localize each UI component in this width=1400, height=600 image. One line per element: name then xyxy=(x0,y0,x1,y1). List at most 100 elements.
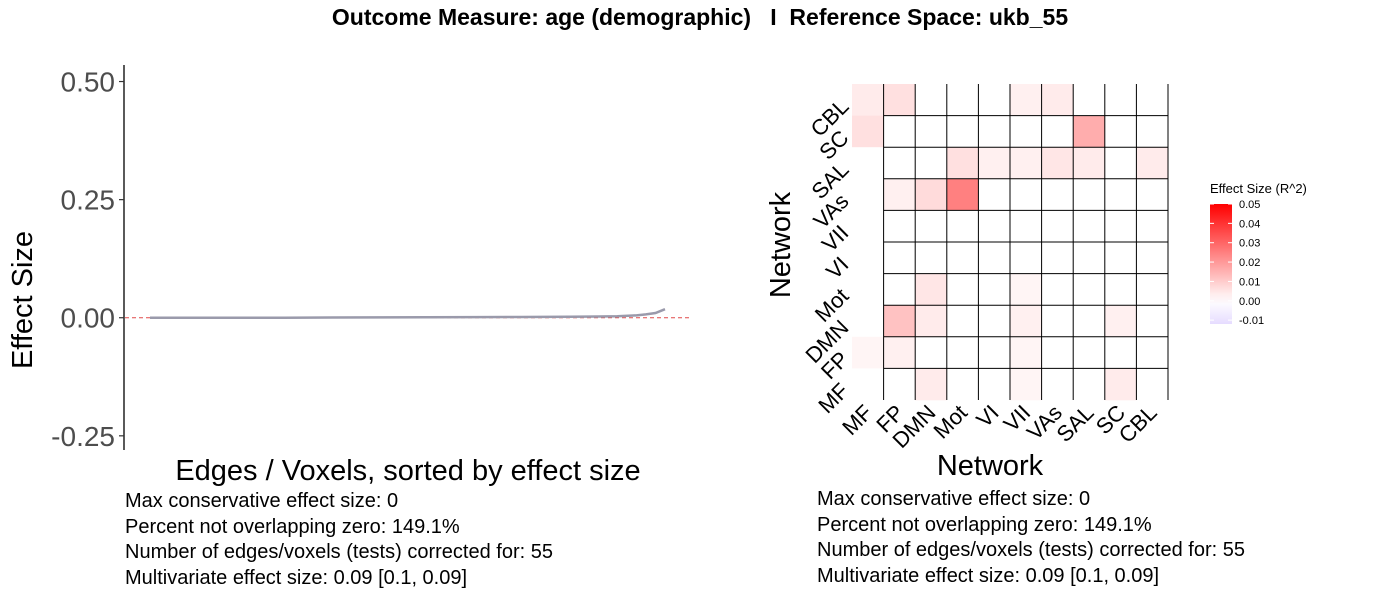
heatmap-cell xyxy=(1010,210,1042,243)
heatmap-cell xyxy=(946,178,979,211)
heatmap-cell xyxy=(978,84,1011,116)
heatmap-cell xyxy=(883,147,916,180)
stat-max-conservative: Max conservative effect size: 0 xyxy=(817,488,1091,510)
x-axis-title: Network xyxy=(937,450,1044,482)
network-heatmap: MFMFFPFPDMNDMNMotMotVIVIVIIVIIVAsVAsSALS… xyxy=(765,84,1307,482)
heatmap-cell xyxy=(852,336,884,369)
heatmap-cell xyxy=(1136,210,1169,243)
heatmap-cell xyxy=(978,336,1011,369)
heatmap-cell xyxy=(883,336,916,369)
heatmap-cell xyxy=(915,147,948,180)
legend-tick-label: 0.01 xyxy=(1239,276,1260,288)
heatmap-cell xyxy=(1010,115,1042,148)
heatmap-cell xyxy=(978,178,1011,211)
heatmap-cell xyxy=(883,178,916,211)
heatmap-cell xyxy=(946,242,979,274)
heatmap-cell xyxy=(1010,305,1042,338)
heatmap-cell xyxy=(883,84,916,116)
heatmap-cell xyxy=(1073,336,1106,369)
stat-multivariate: Multivariate effect size: 0.09 [0.1, 0.0… xyxy=(125,566,468,589)
heatmap-cell xyxy=(915,84,948,116)
effect-size-line-chart: -0.25 0.00 0.25 0.50 Edges / Voxels, sorted … xyxy=(7,65,690,487)
heatmap-cell xyxy=(1136,178,1169,211)
heatmap-cell xyxy=(1010,147,1042,180)
legend-title: Effect Size (R^2) xyxy=(1210,181,1307,196)
heatmap-cell xyxy=(946,115,979,148)
heatmap-cell xyxy=(883,115,916,148)
stat-percent-not-overlapping: Percent not overlapping zero: 149.1% xyxy=(125,515,460,538)
heatmap-cell xyxy=(1041,147,1074,180)
heatmap-cell xyxy=(852,305,884,338)
heatmap-cell xyxy=(1104,368,1137,401)
x-axis-title: Edges / Voxels, sorted by effect size xyxy=(175,455,640,487)
heatmap-cell xyxy=(1104,147,1137,180)
heatmap-cell xyxy=(1104,242,1137,274)
heatmap-cell xyxy=(978,368,1011,401)
heatmap-cell xyxy=(1010,336,1042,369)
legend-tick-label: -0.01 xyxy=(1239,315,1264,327)
legend-tick-label: 0.05 xyxy=(1239,199,1260,211)
heatmap-cell xyxy=(1136,368,1169,401)
heatmap-cell xyxy=(1104,305,1137,338)
y-axis-title: Effect Size xyxy=(7,231,39,369)
heatmap-cell xyxy=(1073,273,1106,306)
heatmap-cell xyxy=(1010,178,1042,211)
heatmap-cell xyxy=(1073,84,1106,116)
heatmap-cell xyxy=(915,242,948,274)
heatmap-cell xyxy=(978,210,1011,243)
x-network-tick-label: CBL xyxy=(1114,400,1162,448)
heatmap-cell xyxy=(1136,115,1169,148)
stat-tests-corrected: Number of edges/voxels (tests) corrected… xyxy=(817,539,1245,561)
heatmap-cell xyxy=(946,305,979,338)
heatmap-cell xyxy=(915,210,948,243)
heatmap-cell xyxy=(1104,178,1137,211)
heatmap-cell xyxy=(1041,84,1074,116)
legend-tick-label: 0.02 xyxy=(1239,257,1260,269)
heatmap-cell xyxy=(1104,210,1137,243)
heatmap-cell xyxy=(1010,84,1042,116)
heatmap-cell xyxy=(1136,242,1169,274)
heatmap-cell xyxy=(915,305,948,338)
y-axis-title: Network xyxy=(765,191,797,298)
heatmap-cell xyxy=(1041,273,1074,306)
heatmap-cell xyxy=(1073,178,1106,211)
y-tick-label: 0.25 xyxy=(61,185,116,216)
heatmap-cell xyxy=(946,147,979,180)
heatmap-cell xyxy=(978,305,1011,338)
heatmap-cell xyxy=(1073,305,1106,338)
heatmap-cell xyxy=(1136,336,1169,369)
heatmap-cell xyxy=(1073,115,1106,148)
x-network-tick-label: Mot xyxy=(929,400,973,444)
stat-percent-not-overlapping: Percent not overlapping zero: 149.1% xyxy=(817,513,1152,536)
heatmap-cell xyxy=(946,273,979,306)
heatmap-cell xyxy=(883,368,916,401)
heatmap-cell xyxy=(1073,368,1106,401)
left-stats: Max conservative effect size: 0 Percent … xyxy=(125,489,553,591)
heatmap-cell xyxy=(1010,273,1042,306)
heatmap-cell xyxy=(915,115,948,148)
x-network-tick-label: VI xyxy=(971,400,1003,432)
heatmap-cell xyxy=(1041,305,1074,338)
heatmap-cell xyxy=(946,210,979,243)
y-tick-label: 0.50 xyxy=(61,67,116,98)
heatmap-cell xyxy=(1136,147,1169,180)
heatmap-cell xyxy=(1041,336,1074,369)
legend-tick-label: 0.03 xyxy=(1239,238,1260,250)
heatmap-cell xyxy=(852,178,884,211)
y-tick-label: 0.00 xyxy=(61,303,116,334)
heatmap-cell xyxy=(978,242,1011,274)
heatmap-cell xyxy=(978,147,1011,180)
heatmap-cell xyxy=(1104,115,1137,148)
y-network-tick-label: Mot xyxy=(810,283,854,327)
page-title: Outcome Measure: age (demographic) I Ref… xyxy=(331,4,1069,30)
heatmap-cell xyxy=(852,147,884,180)
heatmap-cell xyxy=(852,84,884,116)
heatmap-cell xyxy=(883,305,916,338)
heatmap-cell xyxy=(883,273,916,306)
heatmap-cell xyxy=(946,336,979,369)
heatmap-cell xyxy=(915,336,948,369)
heatmap-cell xyxy=(915,273,948,306)
heatmap-cell xyxy=(1073,147,1106,180)
heatmap-cell xyxy=(1010,368,1042,401)
y-network-tick-label: VI xyxy=(821,252,853,284)
